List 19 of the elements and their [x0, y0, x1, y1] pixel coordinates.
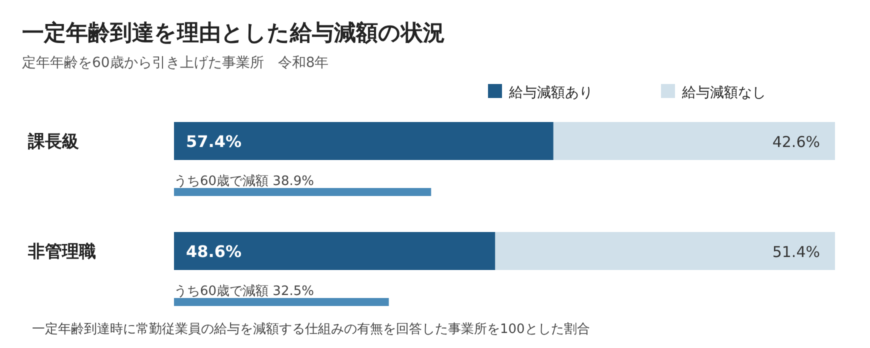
legend-label: 給与減額あり [508, 85, 593, 101]
data-label: 57.4% [186, 132, 242, 151]
data-label: 48.6% [186, 242, 242, 261]
data-label: うち60歳で減額 32.5% [174, 284, 314, 299]
y-tick-label: 非管理職 [27, 242, 96, 262]
bar [174, 188, 432, 196]
data-label: うち60歳で減額 38.9% [174, 174, 314, 189]
y-tick-label: 課長級 [27, 132, 79, 152]
data-label: 42.6% [772, 133, 820, 151]
bar [553, 122, 835, 160]
legend-label: 給与減額なし [681, 85, 766, 101]
bar [174, 232, 496, 270]
chart-subtitle: 定年年齢を60歳から引き上げた事業所 令和8年 [22, 55, 329, 71]
bar [174, 122, 554, 160]
bar [495, 232, 835, 270]
bar [174, 298, 389, 306]
chart-title: 一定年齢到達を理由とした給与減額の状況 [22, 20, 445, 46]
annotation: 一定年齢到達時に常勤従業員の給与を減額する仕組みの有無を回答した事業所を100とした割合 [32, 322, 590, 337]
data-label: 51.4% [772, 243, 820, 261]
